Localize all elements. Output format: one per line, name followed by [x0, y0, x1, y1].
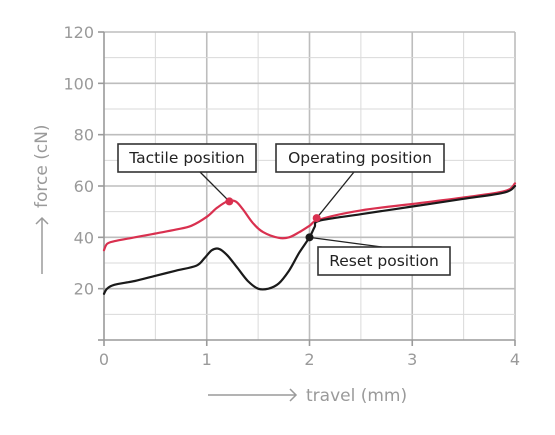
data-point-marker: [312, 214, 321, 223]
leader-line: [316, 171, 355, 219]
axes: [98, 31, 516, 346]
grid: [104, 31, 516, 340]
x-axis-title-group: travel (mm): [208, 386, 407, 406]
x-tick-label: 1: [202, 350, 212, 369]
y-tick-label: 80: [74, 126, 94, 145]
tick-labels: 0 1 2 3 4 20 40 60 80 100 120: [63, 23, 520, 369]
x-tick-label: 2: [304, 350, 314, 369]
y-axis-title: force (cN): [32, 124, 52, 208]
callout-box: [275, 143, 445, 173]
leader-line: [199, 171, 230, 202]
leader-line: [309, 236, 383, 248]
x-tick-label: 0: [99, 350, 109, 369]
data-point-marker: [305, 233, 314, 242]
marker-points: [225, 197, 321, 242]
x-axis-arrow-head: [289, 388, 298, 402]
y-axis-title-group: force (cN): [32, 124, 52, 274]
x-tick-label: 4: [510, 350, 520, 369]
y-axis-arrow-head: [35, 216, 49, 225]
callout-label: Reset position: [329, 252, 439, 270]
callout-label: Operating position: [288, 149, 432, 167]
x-tick-label: 3: [407, 350, 417, 369]
callout-label: Tactile position: [128, 149, 244, 167]
series-line-red: [102, 182, 517, 252]
y-tick-label: 20: [74, 280, 94, 299]
callout-box: [317, 246, 451, 276]
data-point-marker: [225, 197, 234, 206]
y-tick-label: 40: [74, 228, 94, 247]
y-tick-label: 100: [63, 74, 94, 93]
y-tick-label: 60: [74, 177, 94, 196]
series-line-black: [102, 184, 517, 295]
callouts: Tactile position Operating position Reset …: [117, 143, 451, 276]
series-group: [102, 182, 517, 295]
x-axis-title: travel (mm): [306, 386, 407, 406]
callout-leaders: [199, 171, 383, 248]
callout-box: [117, 143, 257, 173]
y-tick-label: 120: [63, 23, 94, 42]
